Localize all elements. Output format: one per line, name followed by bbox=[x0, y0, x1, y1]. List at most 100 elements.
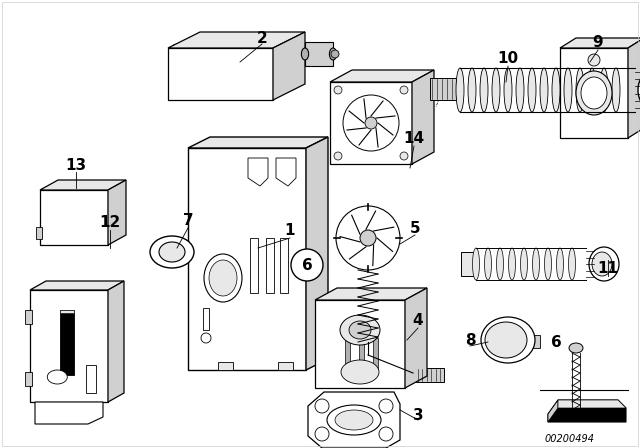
Text: 6: 6 bbox=[301, 258, 312, 272]
Circle shape bbox=[334, 152, 342, 160]
Polygon shape bbox=[560, 38, 640, 48]
Ellipse shape bbox=[569, 343, 583, 353]
Ellipse shape bbox=[335, 410, 373, 430]
Text: 9: 9 bbox=[593, 34, 604, 49]
Polygon shape bbox=[548, 400, 626, 422]
Ellipse shape bbox=[576, 68, 584, 112]
Polygon shape bbox=[330, 70, 434, 82]
Ellipse shape bbox=[581, 77, 607, 109]
Ellipse shape bbox=[340, 315, 380, 345]
Polygon shape bbox=[276, 158, 296, 186]
Bar bbox=[218, 362, 233, 370]
Text: 8: 8 bbox=[465, 332, 476, 348]
Polygon shape bbox=[315, 300, 405, 388]
Bar bbox=[359, 338, 364, 370]
Bar bbox=[373, 338, 378, 370]
Ellipse shape bbox=[47, 370, 67, 384]
Ellipse shape bbox=[468, 68, 476, 112]
Ellipse shape bbox=[159, 242, 185, 262]
Ellipse shape bbox=[209, 260, 237, 296]
Polygon shape bbox=[548, 400, 558, 422]
Ellipse shape bbox=[327, 405, 381, 435]
Circle shape bbox=[331, 50, 339, 58]
Ellipse shape bbox=[484, 248, 492, 280]
Bar bbox=[25, 310, 32, 324]
Bar bbox=[278, 362, 293, 370]
Text: 14: 14 bbox=[403, 130, 424, 146]
Polygon shape bbox=[188, 148, 306, 370]
Circle shape bbox=[315, 399, 329, 413]
Ellipse shape bbox=[349, 321, 371, 339]
Polygon shape bbox=[273, 32, 305, 100]
Ellipse shape bbox=[301, 48, 308, 60]
Text: 00200494: 00200494 bbox=[545, 434, 595, 444]
Ellipse shape bbox=[600, 68, 608, 112]
Ellipse shape bbox=[204, 254, 242, 302]
Circle shape bbox=[400, 86, 408, 94]
Ellipse shape bbox=[528, 68, 536, 112]
Ellipse shape bbox=[492, 68, 500, 112]
Bar bbox=[60, 310, 74, 313]
Polygon shape bbox=[248, 158, 268, 186]
Circle shape bbox=[588, 54, 600, 66]
Circle shape bbox=[343, 95, 399, 151]
Bar bbox=[280, 238, 288, 293]
Polygon shape bbox=[315, 288, 427, 300]
Polygon shape bbox=[330, 82, 412, 164]
Polygon shape bbox=[461, 252, 476, 276]
Ellipse shape bbox=[516, 68, 524, 112]
Ellipse shape bbox=[481, 317, 535, 363]
Bar bbox=[36, 227, 42, 239]
Polygon shape bbox=[430, 78, 456, 100]
Polygon shape bbox=[30, 281, 124, 290]
Bar bbox=[345, 338, 350, 370]
Bar bbox=[266, 238, 274, 293]
Polygon shape bbox=[405, 288, 427, 388]
Ellipse shape bbox=[576, 71, 612, 115]
Circle shape bbox=[201, 333, 211, 343]
Ellipse shape bbox=[480, 68, 488, 112]
Circle shape bbox=[365, 117, 377, 129]
Circle shape bbox=[360, 230, 376, 246]
Polygon shape bbox=[628, 38, 640, 138]
Ellipse shape bbox=[588, 68, 596, 112]
Text: 4: 4 bbox=[413, 313, 423, 327]
Ellipse shape bbox=[557, 248, 563, 280]
Circle shape bbox=[291, 249, 323, 281]
Polygon shape bbox=[412, 70, 434, 164]
Ellipse shape bbox=[564, 68, 572, 112]
Text: 13: 13 bbox=[65, 158, 86, 172]
Ellipse shape bbox=[456, 68, 464, 112]
Ellipse shape bbox=[330, 48, 337, 60]
Polygon shape bbox=[305, 42, 333, 66]
Polygon shape bbox=[168, 32, 305, 48]
Polygon shape bbox=[558, 400, 626, 408]
Ellipse shape bbox=[520, 248, 527, 280]
Text: 5: 5 bbox=[410, 220, 420, 236]
Polygon shape bbox=[40, 180, 126, 190]
Text: 12: 12 bbox=[99, 215, 120, 229]
Ellipse shape bbox=[509, 248, 515, 280]
Circle shape bbox=[334, 86, 342, 94]
Ellipse shape bbox=[504, 68, 512, 112]
Polygon shape bbox=[30, 290, 108, 402]
Ellipse shape bbox=[638, 68, 640, 112]
Text: 1: 1 bbox=[285, 223, 295, 237]
Text: 11: 11 bbox=[598, 260, 618, 276]
Ellipse shape bbox=[589, 247, 619, 281]
Ellipse shape bbox=[472, 248, 479, 280]
Text: 6: 6 bbox=[550, 335, 561, 349]
Ellipse shape bbox=[545, 248, 552, 280]
Ellipse shape bbox=[150, 236, 194, 268]
Polygon shape bbox=[188, 137, 328, 148]
Circle shape bbox=[315, 427, 329, 441]
Text: 3: 3 bbox=[413, 408, 423, 422]
Circle shape bbox=[400, 152, 408, 160]
Polygon shape bbox=[108, 180, 126, 245]
Polygon shape bbox=[40, 190, 108, 245]
Circle shape bbox=[336, 206, 400, 270]
Bar bbox=[86, 365, 96, 393]
Polygon shape bbox=[108, 281, 124, 402]
Bar bbox=[250, 238, 258, 293]
Ellipse shape bbox=[497, 248, 504, 280]
